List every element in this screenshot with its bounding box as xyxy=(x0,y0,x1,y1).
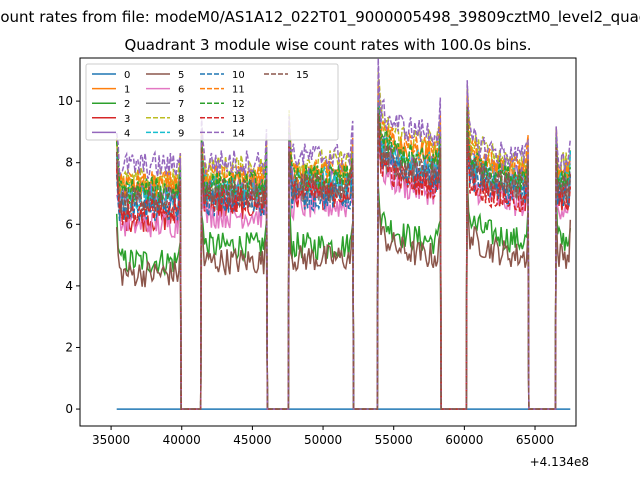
series-layer xyxy=(115,58,572,410)
x-tick-label: 50000 xyxy=(304,433,342,447)
figure-suptitle: Plotting count rates from file: modeM0/A… xyxy=(0,8,640,26)
series-line-7 xyxy=(115,117,571,410)
legend-label: 15 xyxy=(296,70,309,81)
series-line-14 xyxy=(115,58,572,410)
legend-label: 0 xyxy=(124,70,130,81)
legend-label: 9 xyxy=(178,128,184,139)
x-tick-label: 65000 xyxy=(516,433,554,447)
legend-label: 4 xyxy=(124,128,130,139)
chart-title: Quadrant 3 module wise count rates with … xyxy=(124,36,532,54)
x-tick-label: 35000 xyxy=(92,433,130,447)
series-line-2 xyxy=(115,175,572,410)
series-line-15 xyxy=(115,106,572,410)
y-tick-label: 10 xyxy=(58,94,73,108)
legend-label: 6 xyxy=(178,85,184,96)
y-tick-label: 4 xyxy=(65,279,73,293)
x-offset-label: +4.134e8 xyxy=(530,455,589,469)
y-tick-label: 6 xyxy=(65,217,73,231)
legend-label: 11 xyxy=(232,85,245,96)
x-tick-label: 60000 xyxy=(445,433,483,447)
y-tick-label: 8 xyxy=(65,156,73,170)
legend-label: 8 xyxy=(178,114,184,125)
series-line-3 xyxy=(115,106,572,410)
x-tick-label: 55000 xyxy=(375,433,413,447)
legend-label: 3 xyxy=(124,114,130,125)
legend-label: 13 xyxy=(232,114,245,125)
legend-box xyxy=(85,63,339,141)
legend-label: 12 xyxy=(232,99,245,110)
plot-frame xyxy=(79,57,577,427)
legend-label: 5 xyxy=(178,70,184,81)
legend-label: 7 xyxy=(178,99,184,110)
legend-label: 10 xyxy=(232,70,245,81)
y-tick-label: 2 xyxy=(65,340,73,354)
series-line-13 xyxy=(115,114,572,410)
series-line-5 xyxy=(115,181,572,410)
x-tick-label: 40000 xyxy=(163,433,201,447)
legend-label: 14 xyxy=(232,128,245,139)
legend-label: 1 xyxy=(124,85,130,96)
legend-label: 2 xyxy=(124,99,130,110)
x-tick-label: 45000 xyxy=(233,433,271,447)
y-tick-label: 0 xyxy=(65,402,73,416)
axes: 35000 40000 45000 50000 55000 60000 65000 0 2 4 6 8… xyxy=(58,94,554,447)
